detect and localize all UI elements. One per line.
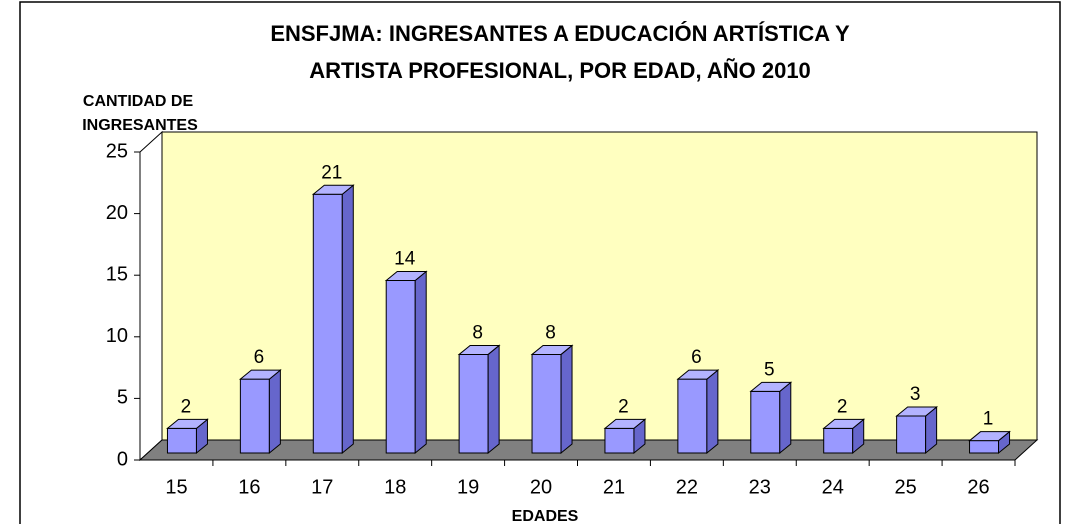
x-axis-label: EDADES xyxy=(512,508,579,524)
bar-front xyxy=(677,378,708,454)
y-axis-label: INGRESANTES xyxy=(82,117,198,134)
data-label: 1 xyxy=(983,409,994,430)
bar-front xyxy=(531,353,562,454)
data-label: 2 xyxy=(618,396,629,417)
bar-front xyxy=(969,440,1000,454)
bar xyxy=(895,405,939,455)
y-tick-label: 25 xyxy=(106,140,128,162)
bar-top xyxy=(603,418,647,429)
bar-front xyxy=(385,280,416,454)
bar-front xyxy=(750,390,781,454)
x-tick-label: 26 xyxy=(967,476,989,498)
x-tick-label: 22 xyxy=(676,476,698,498)
chart-title: ENSFJMA: INGRESANTES A EDUCACIÓN ARTÍSTI… xyxy=(270,21,850,46)
y-axis-label: CANTIDAD DE xyxy=(83,93,194,110)
bar xyxy=(311,184,355,455)
bar-side xyxy=(487,344,500,455)
bar-front xyxy=(239,378,270,454)
bar xyxy=(238,369,282,455)
x-tick-label: 25 xyxy=(895,476,917,498)
x-tick-label: 17 xyxy=(311,476,333,498)
bar-side xyxy=(414,270,427,455)
bar-front xyxy=(896,415,927,454)
x-tick-label: 20 xyxy=(530,476,552,498)
bar-side xyxy=(560,344,573,455)
bar xyxy=(603,418,647,455)
bar xyxy=(749,381,793,455)
bar-side xyxy=(341,184,354,455)
bar-top xyxy=(749,381,793,392)
data-label: 6 xyxy=(254,347,265,368)
data-label: 6 xyxy=(691,347,702,368)
bar-top xyxy=(676,369,720,380)
bar-top xyxy=(968,431,1011,442)
data-label: 8 xyxy=(545,322,556,343)
data-label: 14 xyxy=(394,249,416,270)
bar-top xyxy=(238,369,282,380)
bar-front xyxy=(166,427,197,454)
bar xyxy=(822,418,866,455)
y-tick-label: 5 xyxy=(117,387,128,409)
side-wall xyxy=(139,130,163,462)
y-tick-label: 10 xyxy=(106,325,128,347)
bar-top xyxy=(895,406,939,417)
bar xyxy=(384,270,428,455)
data-label: 8 xyxy=(472,322,483,343)
x-tick-label: 23 xyxy=(749,476,771,498)
bar-top xyxy=(311,184,355,195)
bar-top xyxy=(822,418,866,429)
data-label: 3 xyxy=(910,384,921,405)
back-wall xyxy=(161,131,1038,441)
bar xyxy=(530,344,574,455)
bar-side xyxy=(706,369,719,455)
bar-front xyxy=(312,193,343,454)
bar-top xyxy=(384,271,428,282)
x-tick-label: 18 xyxy=(384,476,406,498)
bar-top xyxy=(530,344,574,355)
x-tick-label: 19 xyxy=(457,476,479,498)
y-tick-label: 0 xyxy=(117,448,128,470)
bar-front xyxy=(604,427,635,454)
data-label: 2 xyxy=(837,396,848,417)
x-tick-label: 15 xyxy=(165,476,187,498)
bar xyxy=(457,344,501,455)
chart-title: ARTISTA PROFESIONAL, POR EDAD, AÑO 2010 xyxy=(309,58,811,83)
bar-side xyxy=(268,369,281,455)
bar-top xyxy=(166,418,209,429)
y-tick-label: 15 xyxy=(106,263,128,285)
bar xyxy=(968,430,1011,455)
bar xyxy=(166,418,209,455)
data-label: 5 xyxy=(764,359,775,380)
x-tick-label: 21 xyxy=(603,476,625,498)
bar-front xyxy=(823,427,854,454)
bar-side xyxy=(779,381,792,455)
bar-top xyxy=(457,344,501,355)
x-tick-label: 24 xyxy=(822,476,844,498)
bar xyxy=(676,369,720,455)
y-tick-label: 20 xyxy=(106,202,128,224)
data-label: 21 xyxy=(321,162,342,183)
data-label: 2 xyxy=(181,396,192,417)
bar-front xyxy=(458,353,489,454)
x-tick-label: 16 xyxy=(238,476,260,498)
